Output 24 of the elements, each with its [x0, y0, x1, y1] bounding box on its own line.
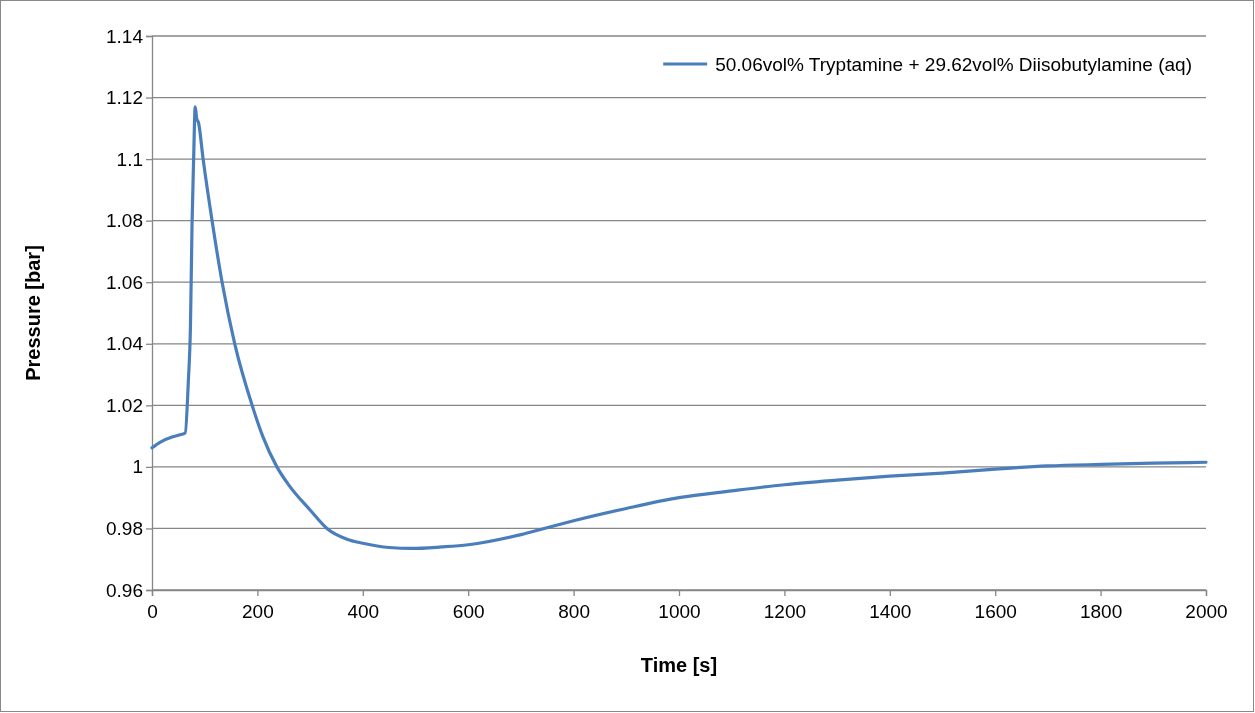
y-tick-label: 1.02	[106, 394, 143, 416]
legend-label: 50.06vol% Tryptamine + 29.62vol% Diisobutylamine (aq)	[715, 54, 1192, 75]
x-axis-title: Time [s]	[640, 654, 718, 676]
x-tick-label: 0	[147, 601, 158, 622]
x-tick-label: 800	[558, 601, 590, 622]
x-tick-label: 200	[242, 601, 274, 622]
x-tick-label: 1000	[658, 601, 701, 622]
y-axis-title: Pressure [bar]	[22, 245, 44, 381]
y-tick-label: 1.14	[106, 25, 144, 47]
x-tick-label: 1600	[974, 601, 1017, 622]
x-tick-label: 1400	[869, 601, 912, 622]
y-tick-label: 1	[132, 456, 143, 478]
y-tick-label: 0.96	[106, 579, 143, 601]
x-tick-label: 2000	[1185, 601, 1228, 622]
y-tick-label: 1.04	[106, 333, 144, 355]
y-tick-label: 1.06	[106, 271, 143, 293]
y-tick-label: 1.12	[106, 87, 143, 109]
y-tick-label: 1.08	[106, 210, 143, 232]
y-tick-label: 0.98	[106, 518, 143, 540]
x-tick-label: 1200	[763, 601, 807, 622]
x-tick-label: 1800	[1079, 601, 1123, 622]
y-tick-label: 1.1	[116, 148, 143, 170]
x-tick-label: 600	[452, 601, 485, 622]
x-tick-label: 400	[347, 601, 380, 622]
